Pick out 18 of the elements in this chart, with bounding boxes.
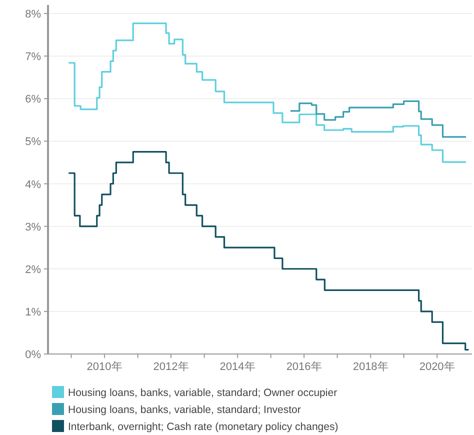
y-tick-label: 3%	[25, 221, 42, 234]
legend-label: Housing loans, banks, variable, standard; Owner occupier	[68, 387, 338, 399]
x-tick-label: 2020年	[419, 361, 455, 373]
x-tick-label: 2018年	[352, 361, 388, 373]
legend-label: Interbank, overnight; Cash rate (monetary policy changes)	[68, 421, 338, 433]
x-tick-label: 2016年	[286, 361, 322, 373]
x-tick-label: 2012年	[153, 361, 189, 373]
y-tick-label: 7%	[25, 51, 42, 64]
y-tick-label: 0%	[25, 349, 42, 361]
y-tick-label: 6%	[25, 94, 42, 106]
y-tick-label: 4%	[25, 178, 42, 191]
y-tick-label: 5%	[25, 136, 42, 148]
x-tick-label: 2010年	[86, 361, 122, 373]
y-tick-label: 2%	[25, 264, 42, 276]
x-tick-label: 2014年	[220, 361, 256, 373]
y-tick-label: 8%	[25, 8, 42, 21]
legend-label: Housing loans, banks, variable, standard; Investor	[68, 404, 302, 416]
y-tick-label: 1%	[25, 306, 42, 318]
